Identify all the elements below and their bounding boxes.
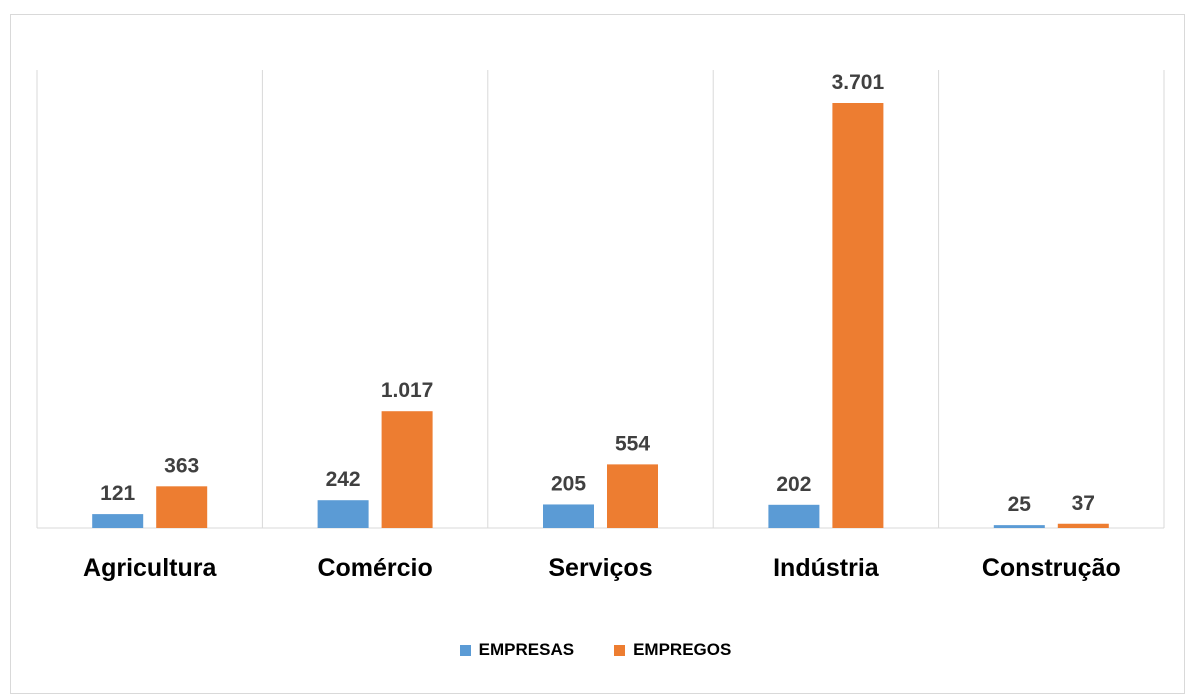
legend-swatch-empregos bbox=[614, 644, 626, 656]
bar-empresas bbox=[92, 514, 144, 528]
bar-empregos bbox=[156, 486, 208, 528]
bar-empregos bbox=[381, 411, 433, 528]
category-label: Comércio bbox=[317, 554, 432, 582]
legend-swatch-empresas bbox=[459, 644, 471, 656]
chart-legend: EMPRESAS EMPREGOS bbox=[0, 640, 1191, 660]
bar-empregos bbox=[832, 103, 884, 528]
bar-empresas bbox=[543, 504, 594, 528]
data-label-empregos: 363 bbox=[164, 454, 199, 477]
data-label-empresas: 242 bbox=[326, 468, 361, 491]
data-label-empresas: 202 bbox=[776, 473, 811, 496]
category-label: Indústria bbox=[773, 554, 880, 582]
data-label-empregos: 37 bbox=[1072, 492, 1095, 515]
legend-label-empresas: EMPRESAS bbox=[478, 640, 575, 659]
bar-empresas bbox=[317, 500, 369, 528]
category-label: Serviços bbox=[548, 554, 652, 582]
legend-item-empresas: EMPRESAS bbox=[459, 640, 575, 660]
data-label-empresas: 205 bbox=[551, 472, 586, 495]
data-label-empresas: 25 bbox=[1008, 493, 1032, 516]
bar-empresas bbox=[993, 525, 1045, 528]
category-label: Agricultura bbox=[83, 554, 217, 582]
bar-empregos bbox=[607, 464, 658, 528]
bar-chart: 121 363 Agricultura 242 1.017 Comércio 205 554 S… bbox=[36, 70, 1165, 582]
data-label-empresas: 121 bbox=[100, 482, 135, 505]
category-label: Construção bbox=[982, 554, 1121, 582]
bar-empresas bbox=[768, 504, 820, 528]
legend-label-empregos: EMPREGOS bbox=[633, 640, 732, 659]
data-label-empregos: 3.701 bbox=[832, 71, 885, 94]
data-label-empregos: 554 bbox=[615, 432, 650, 455]
bar-empregos bbox=[1057, 523, 1109, 528]
legend-item-empregos: EMPREGOS bbox=[614, 640, 731, 660]
chart-frame bbox=[10, 14, 1185, 694]
data-label-empregos: 1.017 bbox=[381, 379, 434, 402]
